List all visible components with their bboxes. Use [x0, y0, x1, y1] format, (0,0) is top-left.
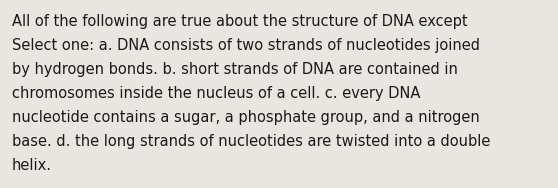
Text: All of the following are true about the structure of DNA except: All of the following are true about the …	[12, 14, 468, 29]
Text: base. d. the long strands of nucleotides are twisted into a double: base. d. the long strands of nucleotides…	[12, 134, 490, 149]
Text: helix.: helix.	[12, 158, 52, 173]
Text: nucleotide contains a sugar, a phosphate group, and a nitrogen: nucleotide contains a sugar, a phosphate…	[12, 110, 480, 125]
Text: chromosomes inside the nucleus of a cell. c. every DNA: chromosomes inside the nucleus of a cell…	[12, 86, 420, 101]
Text: by hydrogen bonds. b. short strands of DNA are contained in: by hydrogen bonds. b. short strands of D…	[12, 62, 458, 77]
Text: Select one: a. DNA consists of two strands of nucleotides joined: Select one: a. DNA consists of two stran…	[12, 38, 480, 53]
